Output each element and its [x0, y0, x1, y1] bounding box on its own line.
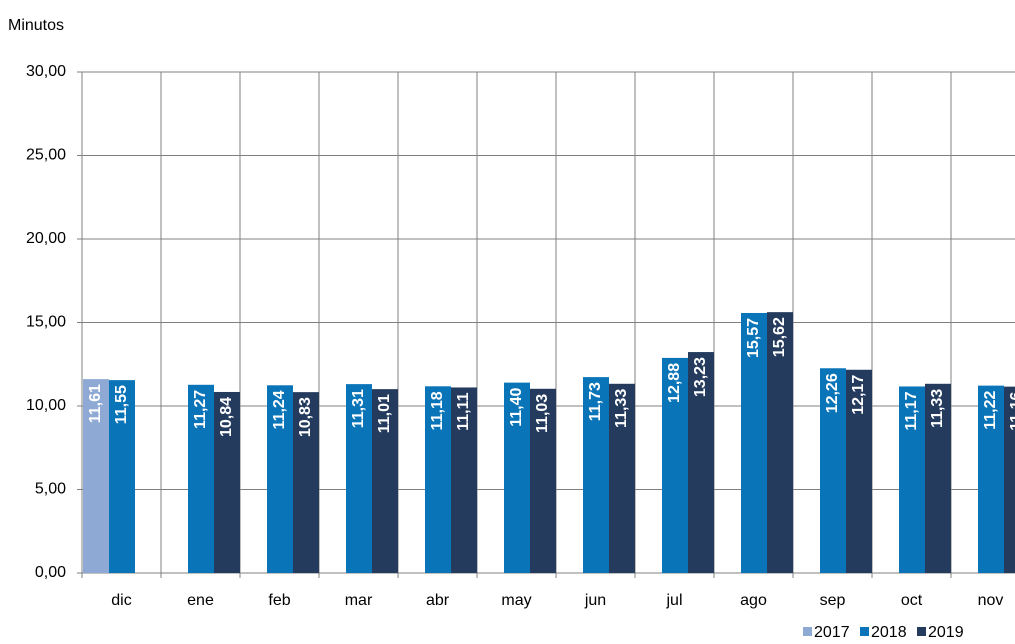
bar [688, 352, 714, 573]
y-tick-label: 0,00 [35, 564, 66, 581]
x-tick-label: jul [665, 592, 682, 609]
value-label: 11,33 [929, 389, 946, 428]
value-label: 15,57 [745, 318, 762, 358]
y-tick-label: 30,00 [26, 63, 66, 80]
value-label: 11,18 [429, 391, 446, 430]
bar [925, 383, 951, 573]
bar [820, 368, 846, 573]
x-tick-label: ene [187, 592, 214, 609]
y-tick-label: 20,00 [26, 230, 66, 247]
value-label: 11,40 [508, 388, 525, 427]
bar [1004, 386, 1015, 573]
bar [267, 385, 293, 573]
value-label: 11,17 [903, 391, 920, 430]
y-tick-label: 25,00 [26, 147, 66, 164]
bar [188, 384, 214, 573]
bar [583, 377, 609, 573]
bar [741, 312, 767, 573]
legend-swatch [917, 627, 926, 636]
value-label: 11,03 [534, 394, 551, 433]
bar [109, 380, 135, 573]
y-tick-label: 15,00 [26, 314, 66, 331]
value-label: 11,16 [1008, 392, 1015, 431]
value-label: 11,33 [613, 389, 630, 428]
bar [530, 388, 556, 573]
bar [504, 382, 530, 573]
y-tick-label: 5,00 [35, 481, 66, 498]
bar [609, 383, 635, 573]
value-label: 13,23 [692, 357, 709, 397]
x-tick-label: feb [268, 592, 290, 609]
bar [372, 389, 398, 573]
x-tick-label: ago [740, 592, 767, 609]
bar [846, 369, 872, 573]
value-label: 12,88 [666, 363, 683, 403]
value-label: 11,11 [455, 392, 472, 430]
bar [425, 386, 451, 573]
value-label: 12,17 [850, 375, 867, 415]
bar [83, 379, 109, 573]
y-axis-label: Minutos [8, 17, 64, 34]
bar [451, 387, 477, 573]
legend-label: 2018 [871, 624, 907, 641]
x-tick-label: nov [978, 592, 1004, 609]
value-label: 11,73 [587, 382, 604, 421]
legend-label: 2019 [928, 624, 964, 641]
legend-label: 2017 [814, 624, 850, 641]
value-label: 11,27 [192, 390, 209, 429]
y-tick-label: 10,00 [26, 397, 66, 414]
value-label: 11,24 [271, 390, 288, 429]
legend-swatch [803, 627, 812, 636]
x-tick-label: jun [584, 592, 606, 609]
bar [214, 391, 240, 573]
value-label: 11,31 [350, 389, 367, 428]
bar [767, 312, 793, 573]
bar [293, 392, 319, 573]
x-tick-label: abr [426, 592, 450, 609]
bar [899, 386, 925, 573]
value-label: 10,84 [218, 397, 235, 437]
value-label: 11,55 [113, 385, 130, 424]
bar [662, 357, 688, 573]
bar [978, 385, 1004, 573]
value-label: 15,62 [771, 317, 788, 357]
bar [346, 384, 372, 573]
legend-swatch [860, 627, 869, 636]
x-tick-label: mar [345, 592, 373, 609]
x-tick-label: may [501, 592, 531, 609]
value-label: 11,22 [982, 391, 999, 430]
x-tick-label: oct [901, 592, 923, 609]
value-label: 11,61 [87, 384, 104, 423]
value-label: 11,01 [376, 394, 393, 433]
value-label: 12,26 [824, 373, 841, 413]
x-tick-label: dic [111, 592, 131, 609]
value-label: 10,83 [297, 397, 314, 437]
x-tick-label: sep [820, 592, 846, 609]
